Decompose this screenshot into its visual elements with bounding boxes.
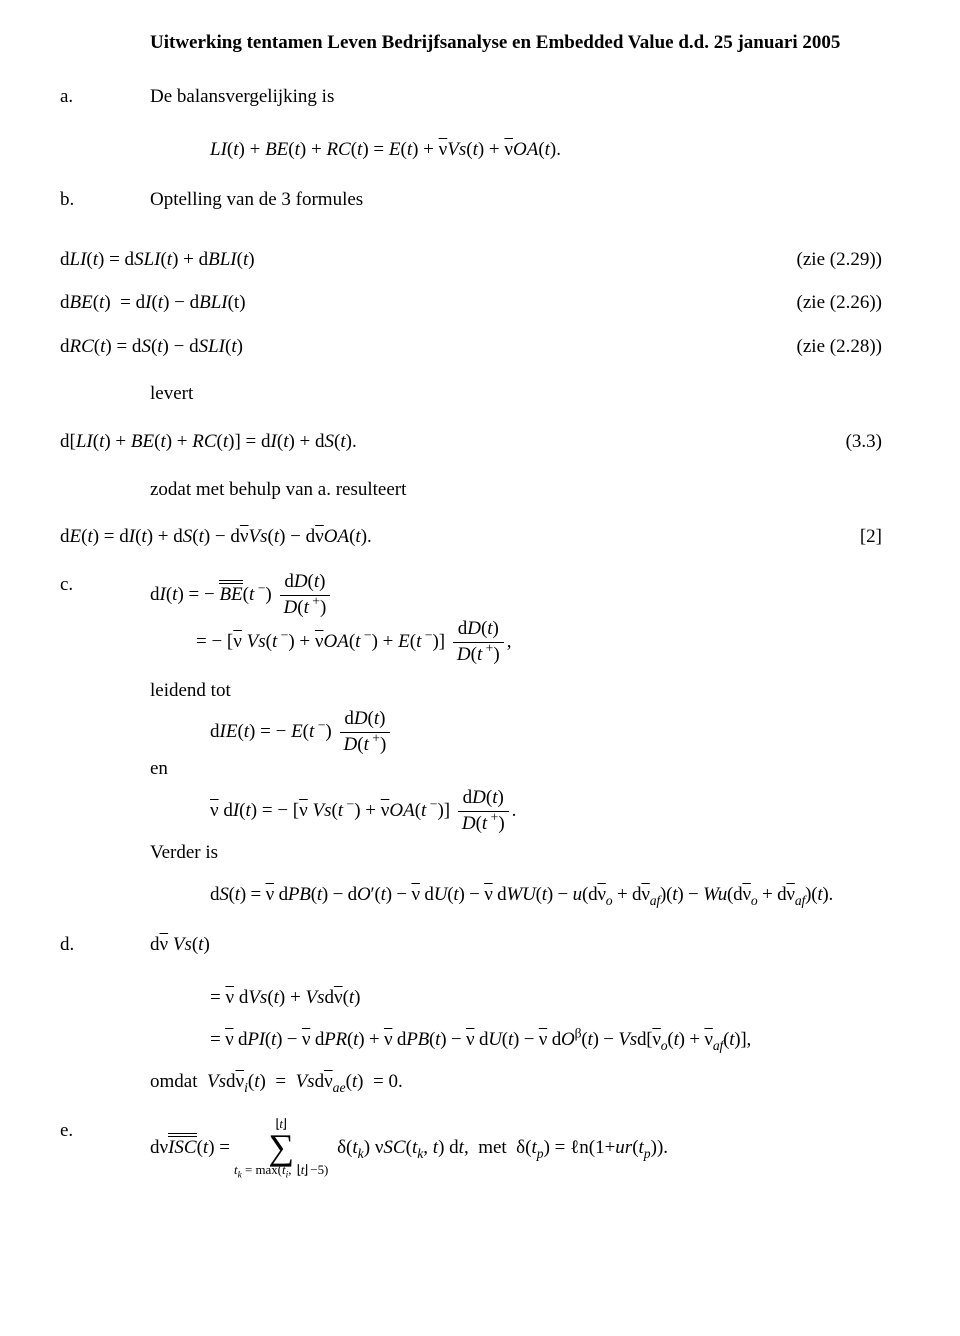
section-a: a. De balansvergelijking is <box>60 84 890 110</box>
ref-b2: (zie (2.26)) <box>762 290 890 316</box>
marker-b: b. <box>60 187 150 213</box>
eq-a-text: LI <box>210 139 227 160</box>
eq-b1: dLI(t) = dSLI(t) + dBLI(t) (zie (2.29)) <box>60 247 890 273</box>
marker-a: a. <box>60 84 150 110</box>
zodat: zodat met behulp van a. resulteert <box>150 477 890 503</box>
eq-b3: dRC(t) = dS(t) − dSLI(t) (zie (2.28)) <box>60 334 890 360</box>
page-title: Uitwerking tentamen Leven Bedrijfsanalys… <box>150 30 890 56</box>
omdat: omdat Vsdνi(t) = Vsdνae(t) = 0. <box>150 1069 890 1095</box>
section-c: c. dI(t) = − BE(t −) dD(t) D(t +) = − [ν… <box>60 572 890 666</box>
section-b: b. Optelling van de 3 formules <box>60 187 890 213</box>
leidend: leidend tot <box>150 678 890 704</box>
eq-b2: dBE(t) = dI(t) − dBLI(t) (zie (2.26)) <box>60 290 890 316</box>
eq-c3: ν dI(t) = − [ν Vs(t −) + νOA(t −)] dD(t)… <box>210 788 890 835</box>
document-page: Uitwerking tentamen Leven Bedrijfsanalys… <box>0 0 960 1219</box>
body-b: Optelling van de 3 formules <box>150 187 890 213</box>
body-a: De balansvergelijking is <box>150 84 890 110</box>
ref-b3: (zie (2.28)) <box>762 334 890 360</box>
eq-b5: dE(t) = dI(t) + dS(t) − dνVs(t) − dνOA(t… <box>60 524 890 550</box>
body-c: dI(t) = − BE(t −) dD(t) D(t +) = − [ν Vs… <box>150 572 890 666</box>
eq-a: LI(t) + BE(t) + RC(t) = E(t) + νVs(t) + … <box>210 137 890 163</box>
marker-c: c. <box>60 572 150 598</box>
ref-b4: (3.3) <box>762 429 890 455</box>
eq-d3: = ν dPI(t) − ν dPR(t) + ν dPB(t) − ν dU(… <box>210 1027 890 1053</box>
body-e: dνISC(t) = t ∑ tk = max(ti, t−5) δ(tk) ν… <box>150 1118 890 1176</box>
eq-c4: dS(t) = ν dPB(t) − dO′(t) − ν dU(t) − ν … <box>210 882 890 908</box>
marker-e: e. <box>60 1118 150 1144</box>
sum-symbol: t ∑ tk = max(ti, t−5) <box>234 1118 328 1176</box>
section-d: d. dν Vs(t) <box>60 932 890 958</box>
body-d-l1: dν Vs(t) <box>150 932 890 958</box>
ref-b1: (zie (2.29)) <box>762 247 890 273</box>
eq-b4: d[LI(t) + BE(t) + RC(t)] = dI(t) + dS(t)… <box>60 429 890 455</box>
section-e: e. dνISC(t) = t ∑ tk = max(ti, t−5) δ(tk… <box>60 1118 890 1176</box>
marker-d: d. <box>60 932 150 958</box>
en: en <box>150 756 890 782</box>
eq-c2: dIE(t) = − E(t −) dD(t) D(t +) <box>210 709 890 756</box>
verder: Verder is <box>150 840 890 866</box>
eq-d2: = ν dVs(t) + Vsdν(t) <box>210 985 890 1011</box>
ref-b5: [2] <box>762 524 890 550</box>
levert: levert <box>150 381 890 407</box>
